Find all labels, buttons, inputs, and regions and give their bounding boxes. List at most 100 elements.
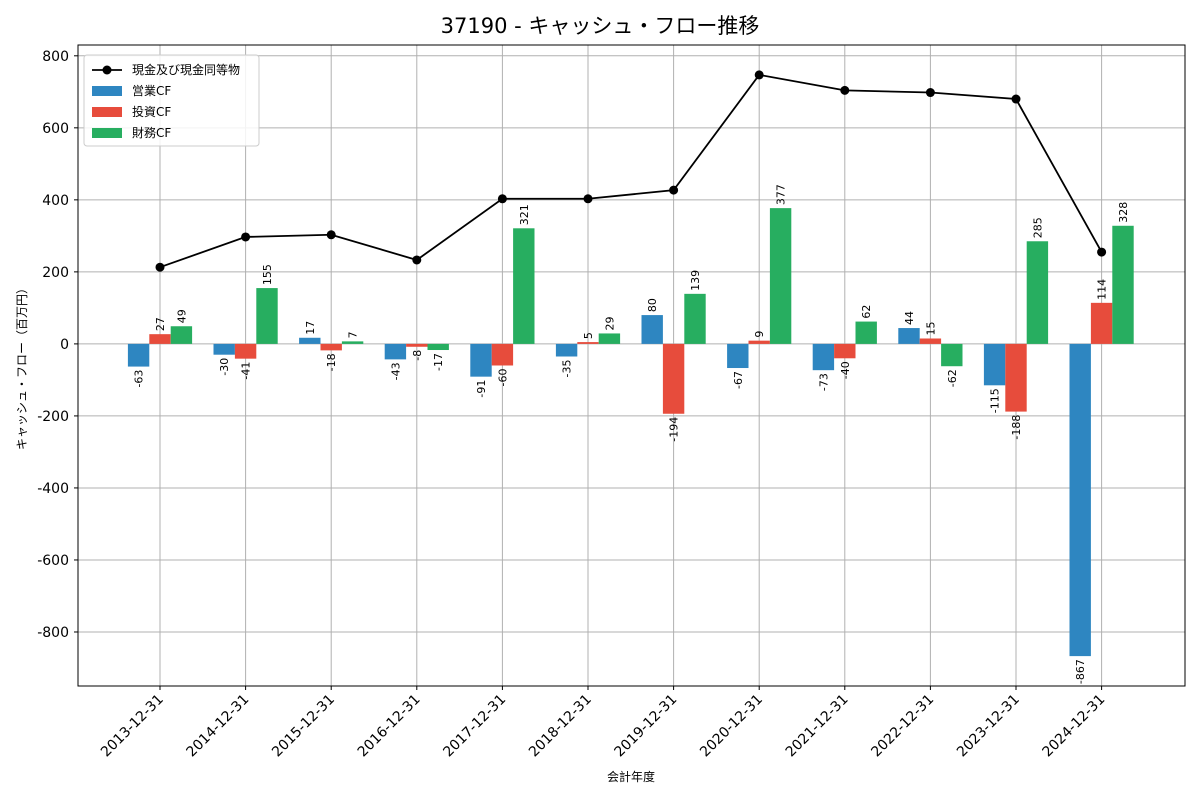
y-tick-label: -400 (37, 481, 69, 497)
bar-operating (641, 315, 663, 344)
data-labels: -63 -30 17 -43 -91 -35 80 -67 -73 44 -115 -867 27 -41… (133, 184, 1130, 684)
data-label: 9 (753, 331, 766, 338)
bar-operating (299, 337, 321, 344)
cash-point (326, 230, 336, 240)
y-tick-label: 0 (60, 337, 69, 353)
cash-point (155, 262, 165, 272)
bar-operating (213, 343, 235, 355)
plot-frame (77, 44, 1186, 687)
bar-financing (170, 326, 193, 344)
cash-point (583, 194, 593, 204)
cash-point (241, 232, 251, 242)
bar-investing (1005, 343, 1027, 412)
legend-label: 投資CF (132, 104, 171, 119)
x-tick-label: 2015-12-31 (269, 692, 338, 761)
data-label: -63 (133, 370, 146, 388)
bar-investing (577, 342, 599, 344)
x-tick-label: 2018-12-31 (526, 692, 595, 761)
data-label: 17 (304, 321, 317, 335)
legend-label: 現金及び現金同等物 (132, 62, 240, 77)
y-tick-label: -200 (37, 409, 69, 425)
bar-financing (256, 288, 278, 344)
bar-investing (320, 343, 342, 351)
data-label: -62 (946, 369, 959, 387)
x-tick-label: 2017-12-31 (440, 692, 509, 761)
data-label: 328 (1117, 202, 1130, 223)
cash-line (159, 73, 1103, 269)
legend-swatch (92, 128, 122, 138)
data-label: -67 (732, 371, 745, 389)
bar-operating (812, 343, 835, 371)
data-label: -867 (1074, 659, 1087, 684)
data-label: -30 (218, 358, 231, 376)
data-label: 27 (154, 317, 167, 331)
data-label: -91 (475, 380, 488, 398)
bar-investing (1090, 302, 1113, 344)
data-label: 29 (603, 316, 616, 330)
bar-investing (149, 334, 171, 344)
cash-point (497, 194, 507, 204)
x-tick-label: 2013-12-31 (98, 692, 167, 761)
cash-point (412, 255, 422, 265)
bar-financing (341, 341, 364, 344)
data-label: -8 (411, 350, 424, 361)
cash-point (1011, 94, 1021, 104)
legend-swatch (92, 86, 122, 96)
cash-point (754, 70, 764, 80)
bar-financing (1026, 241, 1049, 344)
x-tick-label: 2016-12-31 (355, 692, 424, 761)
chart-title: 37190 - キャッシュ・フロー推移 (441, 14, 760, 38)
data-label: -188 (1010, 415, 1023, 440)
data-label: 62 (860, 305, 873, 319)
bar-operating (384, 343, 407, 360)
bar-operating (470, 343, 492, 377)
x-tick-label: 2024-12-31 (1040, 692, 1109, 761)
bar-investing (406, 343, 428, 347)
bar-operating (1069, 343, 1091, 657)
data-label: -18 (325, 353, 338, 371)
legend-swatch (92, 107, 122, 117)
x-tick-label: 2021-12-31 (783, 692, 852, 761)
data-label: -40 (839, 361, 852, 379)
y-tick-label: -800 (37, 625, 69, 641)
bar-investing (662, 343, 685, 414)
y-tick-label: 600 (42, 121, 69, 137)
data-label: -43 (389, 362, 402, 380)
data-label: 321 (518, 204, 531, 225)
y-tick-label: 800 (42, 49, 69, 65)
x-tick-label: 2022-12-31 (868, 692, 937, 761)
bar-investing (919, 338, 942, 344)
y-tick-label: -600 (37, 553, 69, 569)
data-label: -35 (561, 359, 574, 377)
data-label: 5 (582, 332, 595, 339)
y-tick-label: 200 (42, 265, 69, 281)
data-label: 80 (646, 298, 659, 312)
legend-label: 営業CF (132, 84, 171, 98)
y-tick-label: 400 (42, 193, 69, 209)
data-label: 49 (175, 309, 188, 323)
data-label: 155 (261, 264, 274, 285)
data-label: -115 (989, 388, 1002, 413)
data-label: 15 (924, 321, 937, 335)
bar-investing (748, 340, 770, 344)
bar-financing (513, 228, 535, 344)
legend-box (83, 54, 260, 147)
data-label: 285 (1031, 217, 1044, 238)
cash-point (925, 88, 935, 98)
legend-line-marker (102, 65, 112, 75)
cash-point (1097, 247, 1107, 257)
bar-financing (941, 343, 963, 367)
cash-line-series (155, 70, 1107, 272)
bar-financing (427, 343, 449, 351)
data-label: -60 (496, 369, 509, 387)
x-axis-label: 会計年度 (607, 769, 655, 784)
bar-financing (769, 208, 792, 344)
data-label: 44 (903, 311, 916, 325)
bar-financing (855, 321, 877, 344)
bar-financing (684, 293, 706, 344)
data-label: 7 (347, 331, 360, 338)
bar-investing (234, 343, 257, 359)
data-label: -73 (817, 373, 830, 391)
x-tick-label: 2023-12-31 (954, 692, 1023, 761)
data-label: -17 (432, 353, 445, 371)
